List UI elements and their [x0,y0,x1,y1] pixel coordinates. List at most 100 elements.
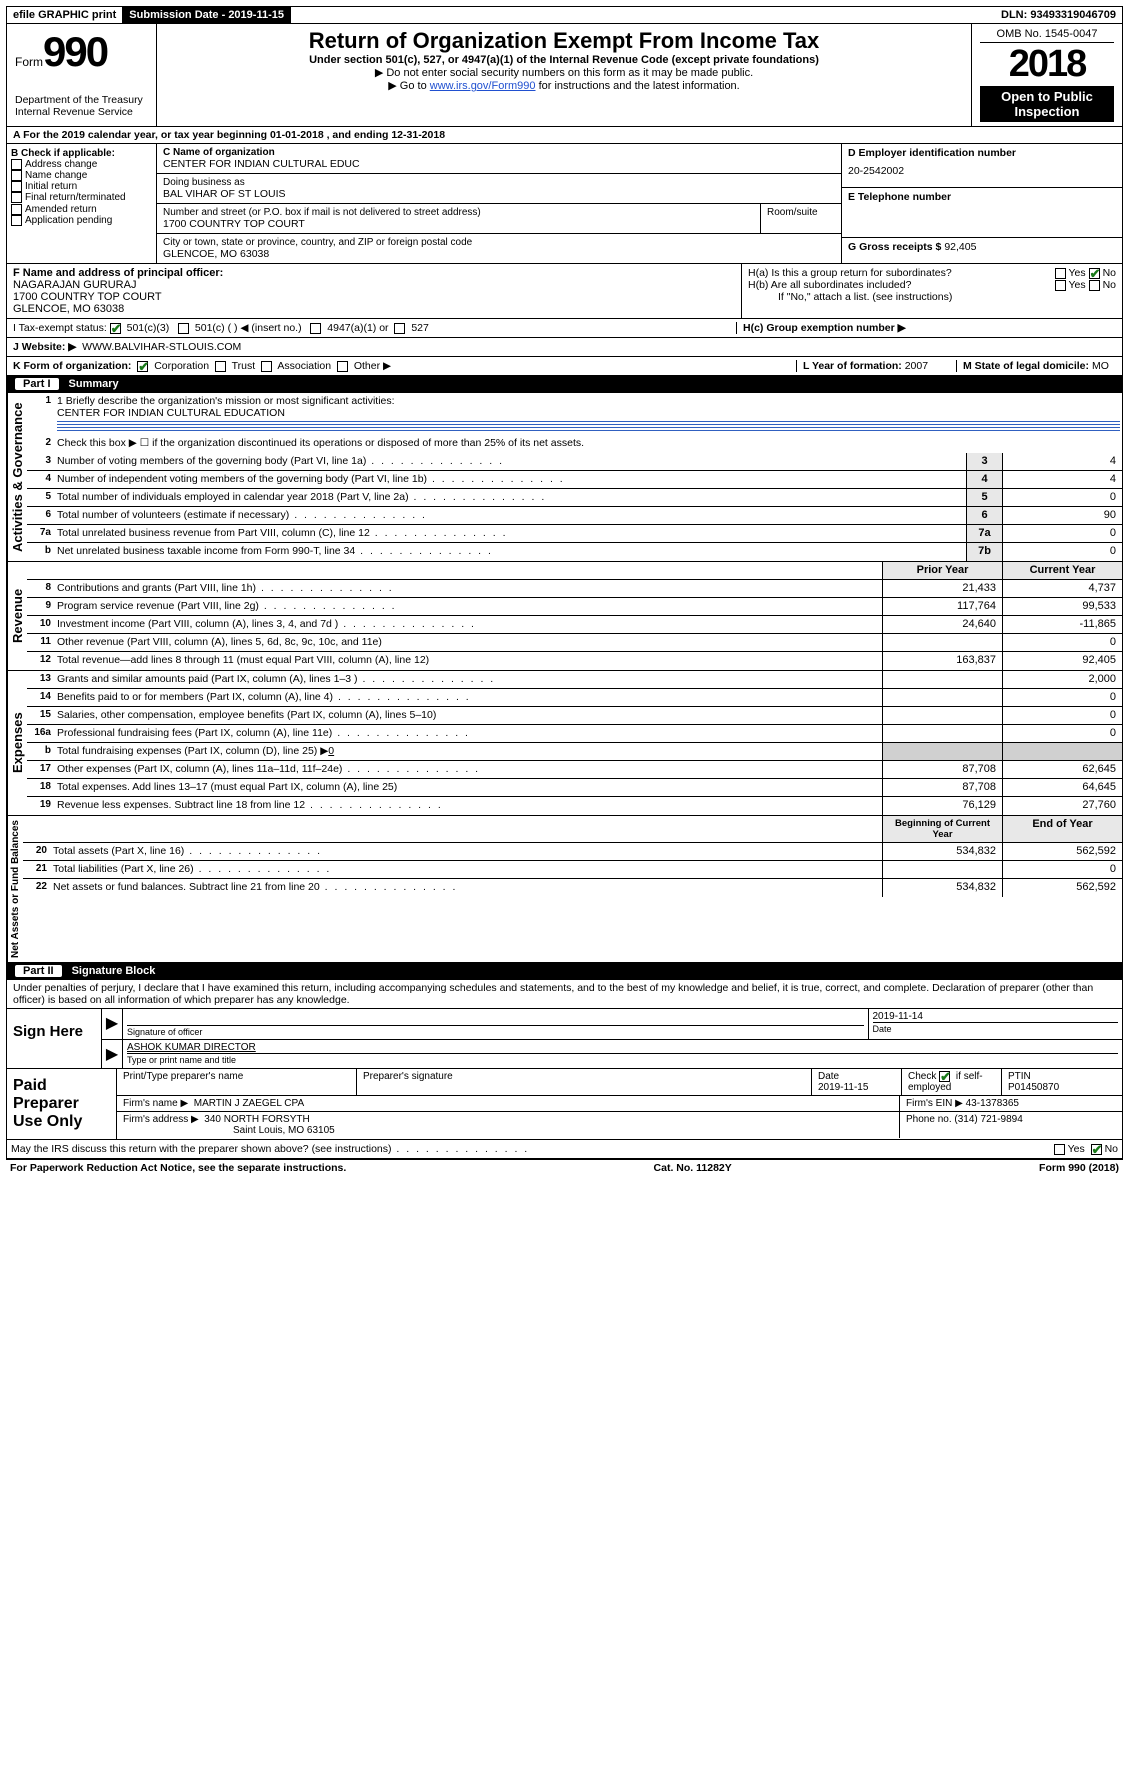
line7a: Total unrelated business revenue from Pa… [55,525,966,542]
chk-corporation[interactable] [137,361,148,372]
chk-amended-return[interactable] [11,204,22,215]
p21 [882,861,1002,878]
discuss-yes[interactable] [1054,1144,1065,1155]
c15: 0 [1002,707,1122,724]
l-value: 2007 [905,360,928,372]
val-3: 4 [1002,453,1122,470]
chk-application-pending[interactable] [11,215,22,226]
line10: Investment income (Part VIII, column (A)… [55,616,882,633]
org-name: CENTER FOR INDIAN CULTURAL EDUC [163,158,835,170]
form-header: Form990 Department of the Treasury Inter… [6,24,1123,127]
firm-addr1: 340 NORTH FORSYTH [204,1114,309,1125]
chk-501c[interactable] [178,323,189,334]
c14: 0 [1002,689,1122,706]
city-value: GLENCOE, MO 63038 [163,248,835,260]
p19: 76,129 [882,797,1002,815]
chk-final-return[interactable] [11,192,22,203]
p14 [882,689,1002,706]
chk-self-employed[interactable] [939,1071,950,1082]
firm-ein: 43-1378365 [966,1098,1019,1109]
officer-name: NAGARAJAN GURURAJ [13,279,735,291]
open-to-public-badge: Open to Public Inspection [980,86,1114,122]
p12: 163,837 [882,652,1002,670]
sig-name-label: Type or print name and title [127,1053,1118,1065]
firm-addr-label: Firm's address ▶ [123,1114,199,1125]
addr-label: Number and street (or P.O. box if mail i… [163,207,754,218]
m-value: MO [1092,360,1109,372]
org-name-label: C Name of organization [163,147,835,158]
efile-button[interactable]: efile GRAPHIC print [7,7,123,23]
ha-no[interactable] [1089,268,1100,279]
p9: 117,764 [882,598,1002,615]
chk-association[interactable] [261,361,272,372]
chk-address-change[interactable] [11,159,22,170]
ptin-value: P01450870 [1008,1082,1059,1093]
p20: 534,832 [882,843,1002,860]
dept-treasury: Department of the Treasury [15,94,148,106]
line19: Revenue less expenses. Subtract line 18 … [55,797,882,815]
line22: Net assets or fund balances. Subtract li… [51,879,882,897]
line17: Other expenses (Part IX, column (A), lin… [55,761,882,778]
form-number: Form990 [15,28,148,76]
gross-receipts-value: 92,405 [944,241,976,253]
title-subtitle-1: Under section 501(c), 527, or 4947(a)(1)… [165,54,963,66]
c13: 2,000 [1002,671,1122,688]
addr-value: 1700 COUNTRY TOP COURT [163,218,754,230]
c18: 64,645 [1002,779,1122,796]
chk-527[interactable] [394,323,405,334]
row-a-tax-year: A For the 2019 calendar year, or tax yea… [6,127,1123,144]
hc-label: H(c) Group exemption number ▶ [736,322,1116,334]
instructions-link[interactable]: www.irs.gov/Form990 [430,80,536,92]
p10: 24,640 [882,616,1002,633]
line2: Check this box ▶ ☐ if the organization d… [55,435,1122,453]
line11: Other revenue (Part VIII, column (A), li… [55,634,882,651]
chk-name-change[interactable] [11,170,22,181]
hb-yes[interactable] [1055,280,1066,291]
val-4: 4 [1002,471,1122,488]
p22: 534,832 [882,879,1002,897]
line1-text: CENTER FOR INDIAN CULTURAL EDUCATION [57,407,285,419]
chk-initial-return[interactable] [11,181,22,192]
firm-name: MARTIN J ZAEGEL CPA [194,1098,304,1109]
line18: Total expenses. Add lines 13–17 (must eq… [55,779,882,796]
officer-addr2: GLENCOE, MO 63038 [13,303,735,315]
l-label: L Year of formation: [803,360,902,372]
section-expenses: Expenses 13Grants and similar amounts pa… [6,671,1123,816]
ein-label: D Employer identification number [848,147,1116,159]
p11 [882,634,1002,651]
ha-yes[interactable] [1055,268,1066,279]
title-subtitle-3: ▶ Go to www.irs.gov/Form990 for instruct… [165,79,963,92]
firm-addr2: Saint Louis, MO 63105 [123,1125,335,1136]
line5: Total number of individuals employed in … [55,489,966,506]
cat-no: Cat. No. 11282Y [654,1162,732,1174]
p17: 87,708 [882,761,1002,778]
chk-trust[interactable] [215,361,226,372]
row-i-tax-status: I Tax-exempt status: 501(c)(3) 501(c) ( … [6,319,1123,338]
sig-date-value: 2019-11-14 [873,1011,1119,1022]
line20: Total assets (Part X, line 16) [51,843,882,860]
ha-label: H(a) Is this a group return for subordin… [748,267,952,279]
sig-date-label: Date [873,1022,1119,1034]
p16a [882,725,1002,742]
chk-501c3[interactable] [110,323,121,334]
c9: 99,533 [1002,598,1122,615]
prep-h2: Preparer's signature [357,1069,812,1095]
chk-other[interactable] [337,361,348,372]
line13: Grants and similar amounts paid (Part IX… [55,671,882,688]
c22: 562,592 [1002,879,1122,897]
dba-label: Doing business as [163,177,835,188]
discuss-no[interactable] [1091,1144,1102,1155]
chk-4947[interactable] [310,323,321,334]
c8: 4,737 [1002,580,1122,597]
paid-preparer-label: Paid Preparer Use Only [7,1069,117,1139]
val-7a: 0 [1002,525,1122,542]
hb-no[interactable] [1089,280,1100,291]
dln-label: DLN: 93493319046709 [995,7,1122,23]
col-end: End of Year [1002,816,1122,842]
discuss-row: May the IRS discuss this return with the… [6,1140,1123,1159]
title-subtitle-2: ▶ Do not enter social security numbers o… [165,66,963,79]
line14: Benefits paid to or for members (Part IX… [55,689,882,706]
omb-number: OMB No. 1545-0047 [980,28,1114,43]
c16a: 0 [1002,725,1122,742]
submission-date-button[interactable]: Submission Date - 2019-11-15 [123,7,291,23]
